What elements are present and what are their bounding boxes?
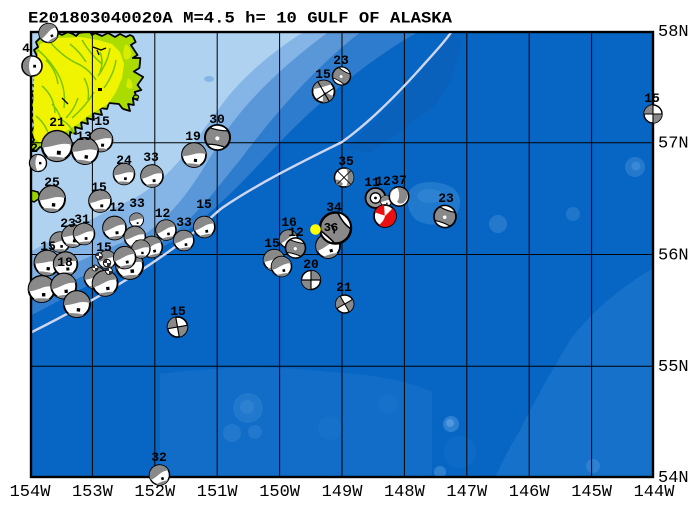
svg-text:147W: 147W <box>446 483 488 502</box>
svg-text:12: 12 <box>288 225 304 240</box>
svg-text:58N: 58N <box>658 23 689 42</box>
svg-text:2: 2 <box>30 141 38 156</box>
svg-text:37: 37 <box>391 173 407 188</box>
svg-text:146W: 146W <box>509 483 551 502</box>
svg-text:32: 32 <box>151 450 167 465</box>
svg-text:23: 23 <box>60 216 76 231</box>
svg-text:151W: 151W <box>197 483 239 502</box>
svg-text:36: 36 <box>324 221 338 235</box>
svg-text:34: 34 <box>326 200 342 215</box>
svg-text:23: 23 <box>438 191 454 206</box>
svg-text:145W: 145W <box>571 483 613 502</box>
svg-text:54N: 54N <box>658 469 689 488</box>
svg-text:25: 25 <box>44 175 60 190</box>
svg-text:152W: 152W <box>134 483 176 502</box>
svg-text:15: 15 <box>94 114 110 129</box>
svg-text:12: 12 <box>109 200 125 215</box>
svg-text:149W: 149W <box>322 483 364 502</box>
svg-text:55N: 55N <box>658 358 689 377</box>
svg-text:19: 19 <box>185 129 201 144</box>
svg-text:33: 33 <box>143 150 159 165</box>
svg-text:15: 15 <box>264 236 280 251</box>
svg-text:15: 15 <box>91 180 107 195</box>
svg-text:33: 33 <box>176 215 192 230</box>
svg-text:18: 18 <box>57 255 73 270</box>
svg-text:12: 12 <box>375 174 391 189</box>
svg-text:57N: 57N <box>658 135 689 154</box>
svg-text:31: 31 <box>74 212 90 227</box>
svg-text:21: 21 <box>49 115 65 130</box>
svg-text:4: 4 <box>22 41 30 56</box>
svg-text:35: 35 <box>338 154 354 169</box>
svg-text:15: 15 <box>196 197 212 212</box>
svg-text:30: 30 <box>209 112 225 127</box>
svg-text:15: 15 <box>96 240 112 255</box>
svg-text:12: 12 <box>155 206 171 221</box>
svg-text:150W: 150W <box>259 483 301 502</box>
svg-text:13: 13 <box>76 129 92 144</box>
svg-text:56N: 56N <box>658 246 689 265</box>
svg-text:20: 20 <box>303 257 319 272</box>
svg-text:E201803040020A M=4.5 h= 10 GUL: E201803040020A M=4.5 h= 10 GULF OF ALASK… <box>28 10 452 28</box>
svg-text:11: 11 <box>364 175 380 190</box>
svg-text:15: 15 <box>40 239 56 254</box>
svg-text:15: 15 <box>315 67 331 82</box>
svg-text:21: 21 <box>336 280 352 295</box>
svg-text:154W: 154W <box>10 483 52 502</box>
svg-text:15: 15 <box>644 91 660 106</box>
svg-text:148W: 148W <box>384 483 426 502</box>
svg-text:144W: 144W <box>634 483 676 502</box>
svg-text:153W: 153W <box>72 483 114 502</box>
svg-text:33: 33 <box>129 196 145 211</box>
svg-text:15: 15 <box>170 304 186 319</box>
svg-text:23: 23 <box>333 53 349 68</box>
svg-text:24: 24 <box>116 153 132 168</box>
svg-text:16: 16 <box>281 215 297 230</box>
